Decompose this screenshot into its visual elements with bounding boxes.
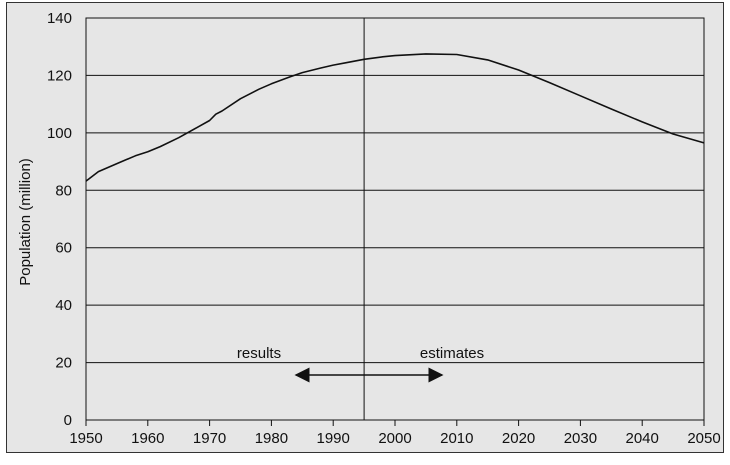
y-tick-label-40: 40 [55, 297, 72, 314]
series-line-0 [85, 53, 705, 182]
axes [85, 17, 705, 426]
grid [86, 18, 704, 420]
annotation-estimates: estimates [420, 345, 484, 362]
plot-border [85, 17, 705, 421]
y-tick-label-100: 100 [47, 125, 72, 142]
x-tick-label-2000: 2000 [378, 430, 411, 447]
y-tick-label-120: 120 [47, 67, 72, 84]
x-tick-label-2030: 2030 [564, 430, 597, 447]
x-tick-label-1990: 1990 [317, 430, 350, 447]
x-tick-label-1970: 1970 [193, 430, 226, 447]
y-tick-label-60: 60 [55, 240, 72, 257]
x-tick-label-1960: 1960 [131, 430, 164, 447]
y-tick-label-0: 0 [64, 412, 72, 429]
annotations: results estimates [237, 345, 484, 383]
x-tick-label-1950: 1950 [69, 430, 102, 447]
x-tick-label-2020: 2020 [502, 430, 535, 447]
x-tick-label-2050: 2050 [687, 430, 720, 447]
x-tick-label-2010: 2010 [440, 430, 473, 447]
x-tick-label-2040: 2040 [626, 430, 659, 447]
y-tick-label-80: 80 [55, 182, 72, 199]
x-tick-label-1980: 1980 [255, 430, 288, 447]
annotation-results: results [237, 345, 281, 362]
y-tick-label-20: 20 [55, 355, 72, 372]
y-axis-label: Population (million) [17, 158, 34, 286]
y-tick-label-140: 140 [47, 10, 72, 27]
series [85, 53, 705, 182]
